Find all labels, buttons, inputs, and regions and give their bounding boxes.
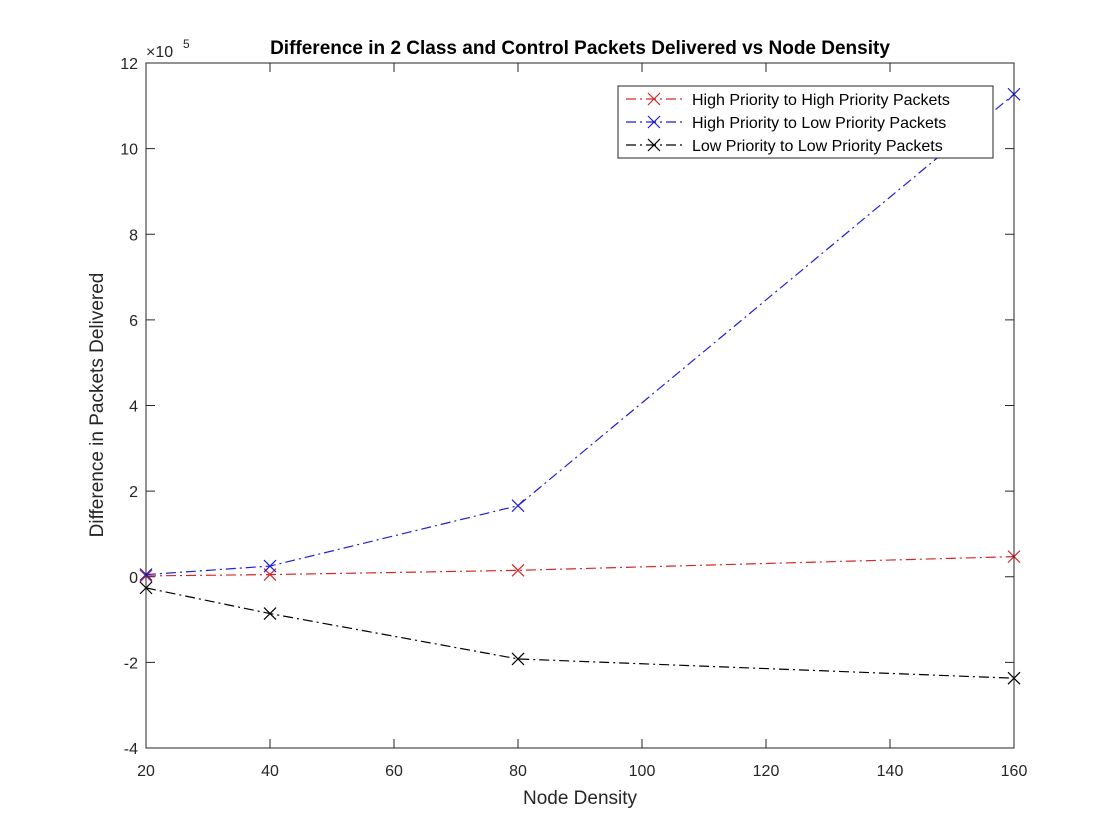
chart-title: Difference in 2 Class and Control Packet… bbox=[270, 38, 890, 59]
x-tick-labels: 20 40 60 80 100 120 140 160 bbox=[137, 763, 1027, 780]
legend-marker bbox=[647, 138, 661, 152]
legend: High Priority to High Priority Packets Hi… bbox=[617, 85, 994, 159]
y-tick-label: -2 bbox=[124, 655, 138, 672]
x-tick-label: 120 bbox=[753, 763, 780, 780]
x-tick-label: 40 bbox=[261, 763, 279, 780]
legend-item: Low Priority to Low Priority Packets bbox=[626, 138, 943, 155]
y-exponent-base: ×10 bbox=[146, 44, 173, 61]
y-tick-label: -4 bbox=[124, 741, 138, 758]
x-tick-label: 160 bbox=[1001, 763, 1028, 780]
legend-marker bbox=[647, 92, 661, 106]
y-tick-label: 10 bbox=[120, 142, 138, 159]
data-point-marker bbox=[263, 607, 277, 620]
legend-item: High Priority to Low Priority Packets bbox=[626, 115, 946, 132]
plot-area bbox=[146, 63, 1014, 748]
y-tick-label: 4 bbox=[129, 399, 138, 416]
y-axis-label: Difference in Packets Delivered bbox=[87, 273, 108, 538]
x-tick-label: 20 bbox=[137, 763, 155, 780]
legend-marker bbox=[647, 115, 661, 129]
y-tick-labels: -4 -2 0 2 4 6 8 10 12 bbox=[120, 56, 138, 758]
series-line bbox=[145, 587, 1015, 679]
x-tick-label: 60 bbox=[385, 763, 403, 780]
y-axis-exponent: ×10 5 bbox=[146, 37, 190, 61]
x-axis-label: Node Density bbox=[523, 788, 638, 809]
x-tick-label: 80 bbox=[509, 763, 527, 780]
y-tick-label: 6 bbox=[129, 313, 138, 330]
series-line bbox=[145, 93, 1015, 576]
y-tick-label: 12 bbox=[120, 56, 138, 73]
legend-label: High Priority to Low Priority Packets bbox=[692, 115, 946, 132]
plot-frame bbox=[145, 62, 1015, 749]
data-point-marker bbox=[511, 499, 525, 513]
data-point-marker bbox=[511, 563, 525, 577]
legend-item: High Priority to High Priority Packets bbox=[626, 92, 950, 109]
x-tick-label: 100 bbox=[629, 763, 656, 780]
series-2 bbox=[139, 87, 1021, 582]
legend-label: High Priority to High Priority Packets bbox=[692, 92, 950, 109]
y-tick-label: 0 bbox=[129, 570, 138, 587]
y-exponent-power: 5 bbox=[183, 37, 190, 51]
x-tick-label: 140 bbox=[877, 763, 904, 780]
series-line bbox=[145, 556, 1015, 577]
y-tick-label: 8 bbox=[129, 227, 138, 244]
data-point-marker bbox=[263, 559, 277, 573]
y-tick-label: 2 bbox=[129, 484, 138, 501]
legend-label: Low Priority to Low Priority Packets bbox=[692, 138, 943, 155]
data-point-marker bbox=[511, 652, 525, 666]
